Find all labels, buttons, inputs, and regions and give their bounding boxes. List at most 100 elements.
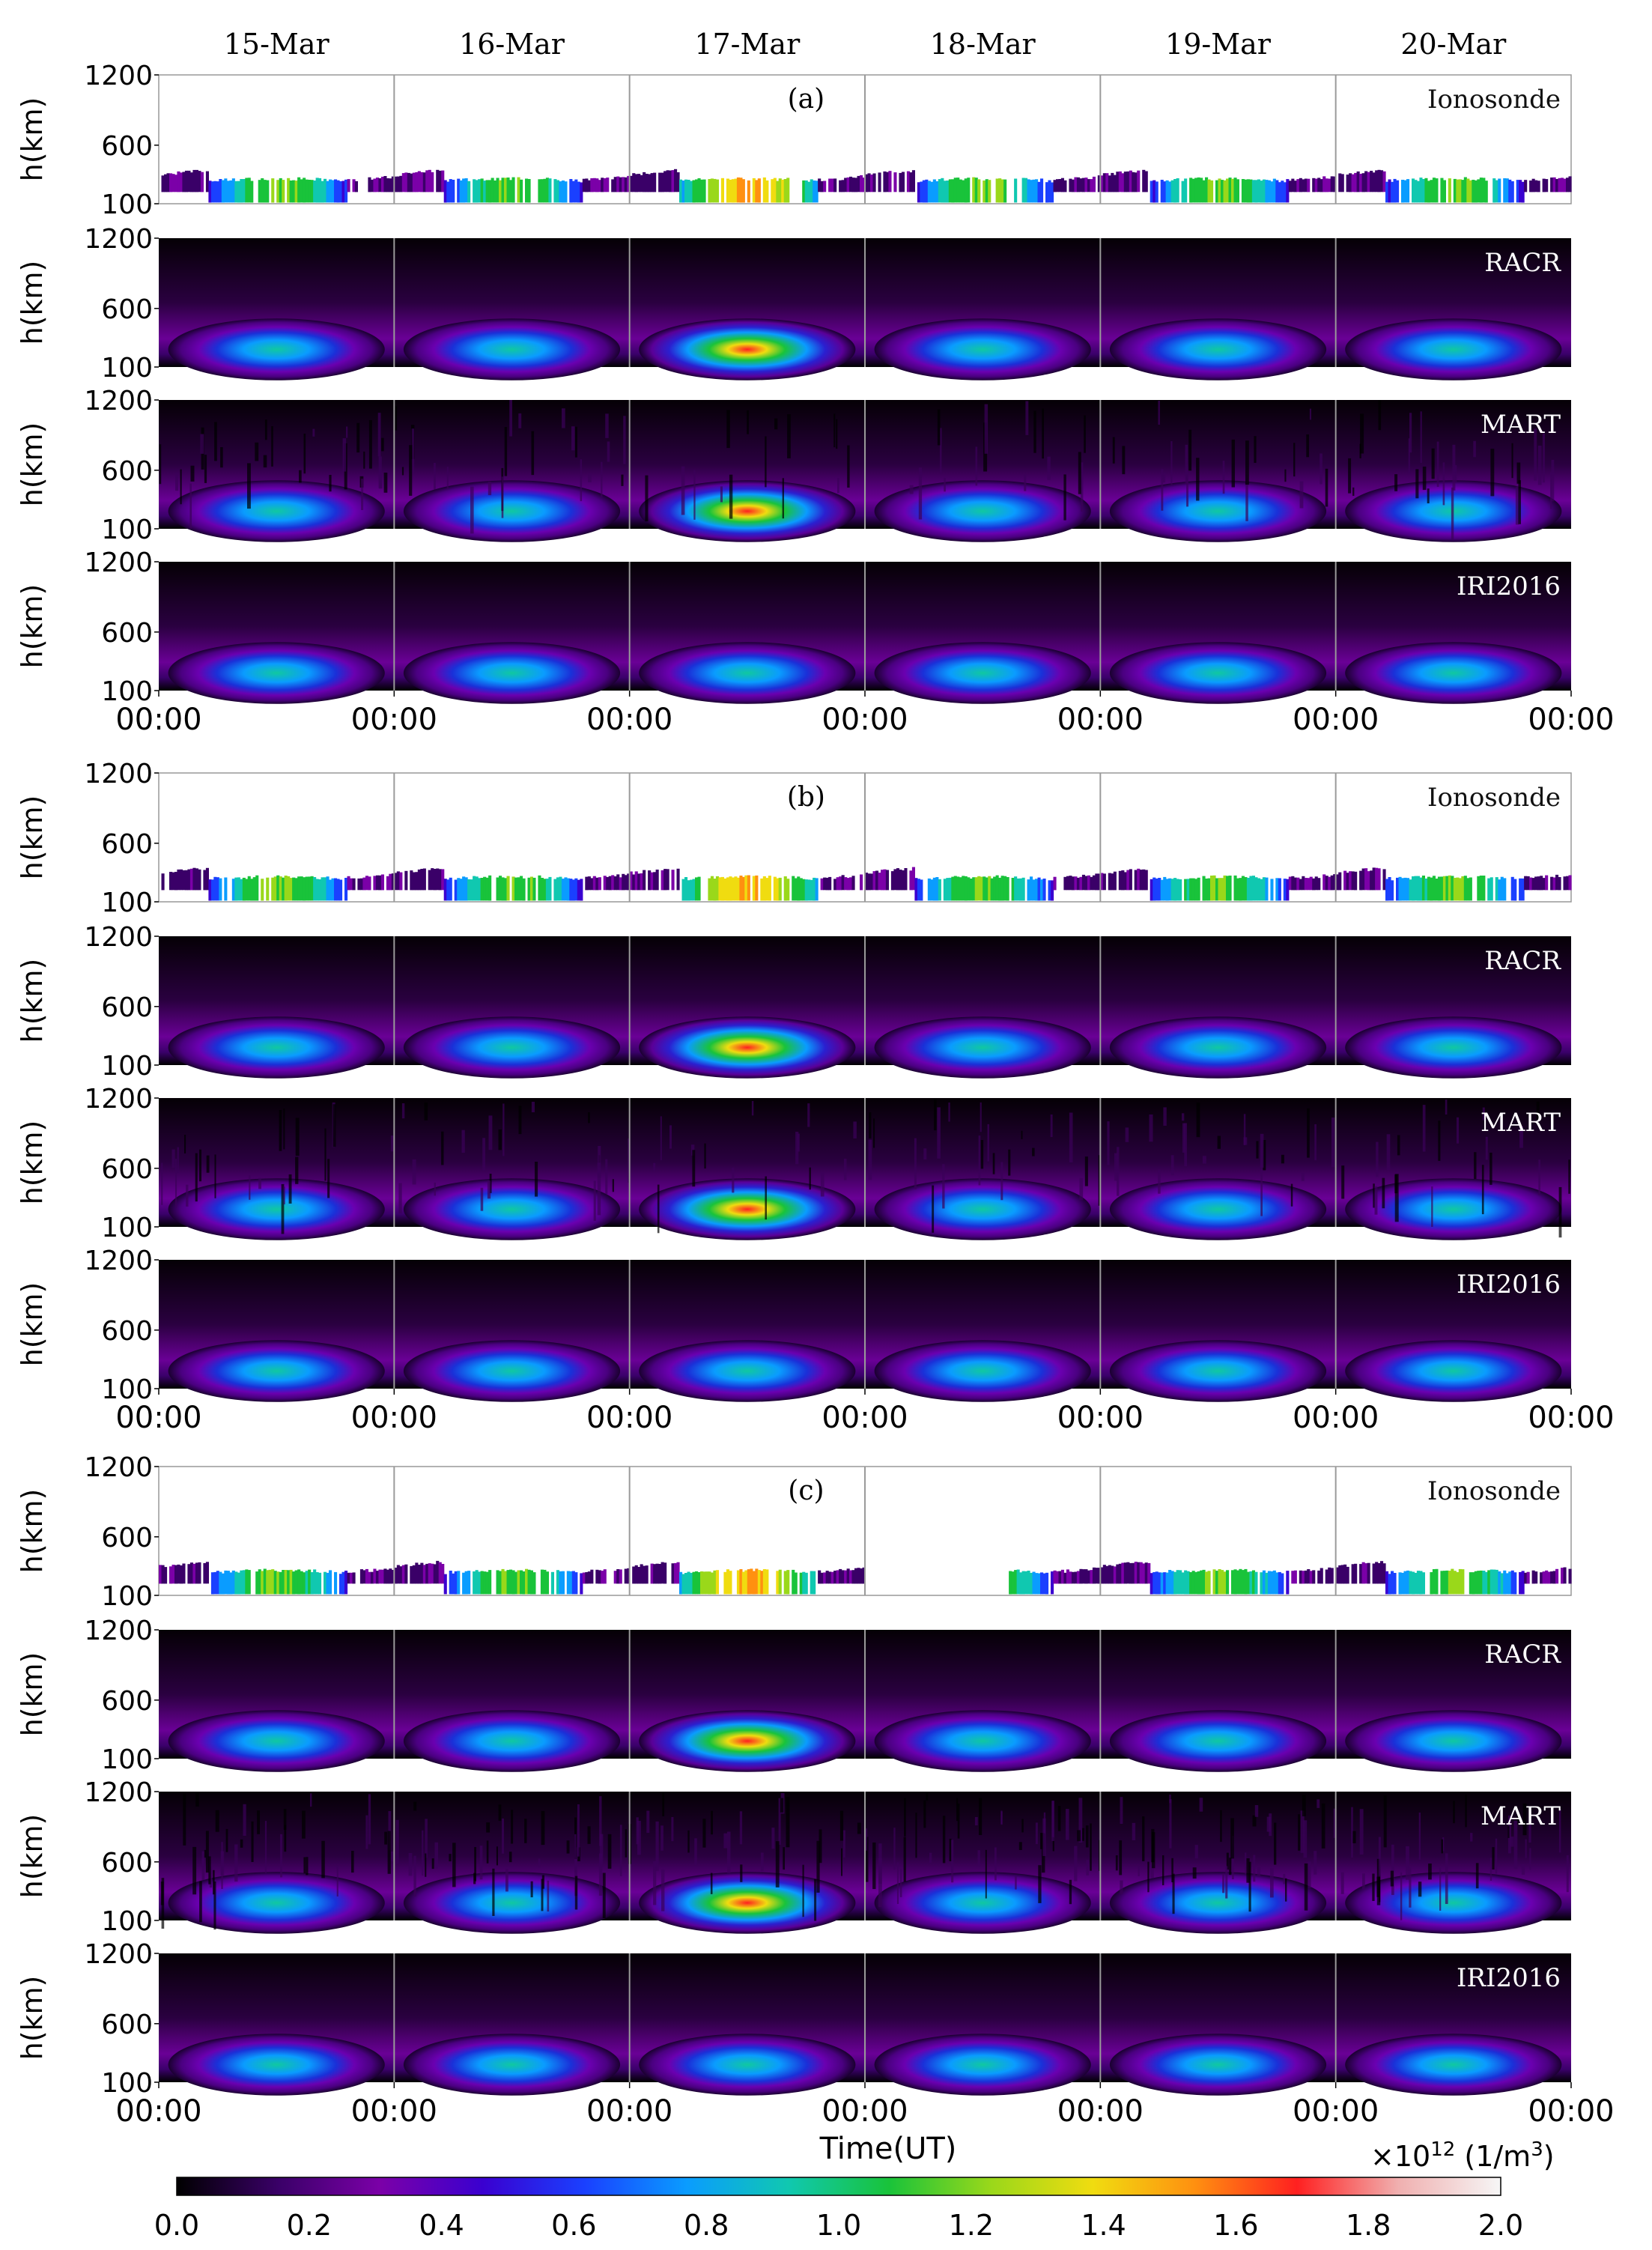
ionosonde-trace	[240, 179, 243, 203]
ionosonde-trace	[276, 1571, 280, 1595]
noise-streak	[368, 1794, 371, 1845]
y-axis-label: h(km)	[16, 1652, 49, 1737]
noise-streak	[321, 1840, 325, 1878]
ionosonde-trace	[161, 873, 165, 891]
ionosonde-trace	[452, 1573, 455, 1595]
noise-streak	[1256, 1141, 1259, 1159]
ionosonde-trace	[807, 879, 811, 901]
noise-streak	[1394, 474, 1398, 491]
ionosonde-trace	[1035, 179, 1039, 203]
ionosonde-trace	[1223, 875, 1227, 901]
ionosonde-trace	[813, 181, 816, 203]
ionosonde-trace	[1351, 174, 1355, 192]
ionosonde-trace	[1024, 178, 1028, 203]
ionosonde-trace	[315, 879, 319, 901]
noise-streak	[833, 413, 836, 448]
ionosonde-trace	[613, 177, 617, 192]
ionosonde-trace	[436, 169, 440, 192]
noise-streak	[387, 1831, 391, 1874]
ionosonde-trace	[1200, 1570, 1203, 1595]
ionosonde-trace	[1090, 1570, 1093, 1584]
ionosonde-trace	[187, 869, 191, 891]
ionosonde-trace	[736, 1570, 740, 1595]
noise-streak	[662, 1792, 665, 1816]
ionosonde-trace	[1241, 876, 1245, 901]
ionosonde-trace	[352, 1572, 356, 1584]
ionosonde-trace	[851, 1570, 855, 1584]
ionosonde-trace	[1084, 178, 1088, 192]
ionosonde-trace	[1205, 177, 1209, 203]
ionosonde-trace	[867, 873, 871, 891]
ionosonde-trace	[1482, 876, 1486, 901]
noise-streak	[1470, 1833, 1473, 1842]
ionosonde-trace	[556, 877, 559, 901]
noise-streak	[255, 442, 259, 461]
day-label: 15-Mar	[224, 28, 330, 61]
ionosonde-trace	[1377, 1562, 1381, 1584]
ionosonde-trace	[765, 878, 769, 901]
ionosonde-trace	[783, 179, 787, 203]
noise-streak	[342, 438, 347, 472]
ionosonde-trace	[663, 869, 667, 891]
ionosonde-trace	[697, 1572, 701, 1595]
ionosonde-trace	[807, 181, 811, 203]
ionosonde-trace	[1340, 1565, 1344, 1584]
noise-streak	[1298, 1814, 1301, 1851]
ionosonde-trace	[1278, 182, 1281, 203]
noise-streak	[1304, 1863, 1308, 1911]
ionosonde-trace	[159, 1565, 163, 1584]
ionosonde-trace	[757, 178, 761, 203]
noise-streak	[562, 408, 565, 428]
ionosonde-trace	[710, 178, 714, 203]
ionosonde-trace	[187, 1564, 191, 1584]
x-tick-label: 00:00	[1057, 2094, 1144, 2129]
noise-streak	[200, 434, 204, 454]
density-peak	[874, 2034, 1091, 2096]
noise-streak	[571, 426, 575, 451]
ionosonde-trace	[658, 1564, 662, 1584]
ionosonde-trace	[258, 180, 261, 203]
ionosonde-trace	[1328, 178, 1331, 192]
ionosonde-trace	[401, 1565, 405, 1584]
noise-streak	[486, 1822, 491, 1833]
noise-streak	[1222, 1873, 1225, 1893]
ionosonde-trace	[1283, 182, 1287, 203]
noise-streak	[401, 467, 404, 476]
ionosonde-trace	[846, 1568, 850, 1584]
ionosonde-trace	[1076, 1571, 1080, 1584]
ionosonde-trace	[174, 175, 178, 192]
ionosonde-trace	[1482, 178, 1486, 203]
noise-streak	[474, 1847, 476, 1881]
noise-streak	[1182, 1123, 1185, 1153]
noise-streak	[918, 467, 923, 520]
ionosonde-trace	[556, 180, 559, 203]
ionosonde-trace	[980, 876, 983, 901]
noise-streak	[1245, 1852, 1247, 1875]
ionosonde-trace	[580, 182, 583, 203]
ionosonde-trace	[1472, 180, 1475, 203]
ionosonde-trace	[930, 879, 934, 901]
ionosonde-trace	[187, 170, 191, 192]
noise-streak	[1074, 1846, 1078, 1881]
ionosonde-trace	[883, 869, 887, 891]
ionosonde-trace	[1142, 169, 1146, 192]
ionosonde-trace	[352, 179, 356, 192]
ionosonde-trace	[661, 1562, 664, 1584]
noise-streak	[480, 1187, 484, 1211]
ionosonde-trace	[917, 879, 920, 901]
noise-streak	[1066, 1809, 1069, 1840]
ionosonde-trace	[666, 869, 669, 891]
noise-streak	[531, 1102, 535, 1112]
ionosonde-trace	[1223, 1571, 1227, 1595]
noise-streak	[384, 1831, 388, 1845]
ionosonde-trace	[1555, 1568, 1559, 1584]
ionosonde-trace	[582, 1572, 586, 1584]
noise-streak	[1482, 1107, 1485, 1121]
ionosonde-trace	[804, 1572, 808, 1595]
y-tick-label: 1200	[84, 1246, 153, 1276]
ionosonde-trace	[765, 180, 769, 203]
ionosonde-trace	[813, 877, 816, 901]
noise-streak	[1321, 1803, 1325, 1849]
ionosonde-trace	[284, 1570, 288, 1595]
ionosonde-trace	[380, 874, 384, 891]
